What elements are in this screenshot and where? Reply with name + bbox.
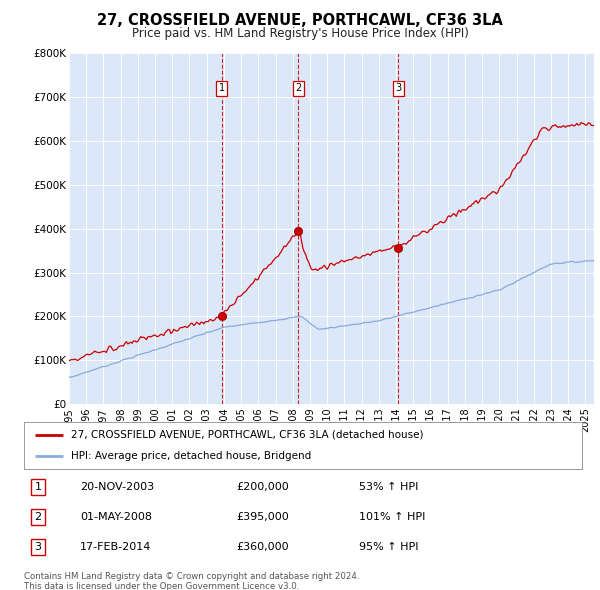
Text: 27, CROSSFIELD AVENUE, PORTHCAWL, CF36 3LA (detached house): 27, CROSSFIELD AVENUE, PORTHCAWL, CF36 3… [71,430,424,440]
Text: 17-FEB-2014: 17-FEB-2014 [80,542,151,552]
Text: HPI: Average price, detached house, Bridgend: HPI: Average price, detached house, Brid… [71,451,311,461]
Text: 01-MAY-2008: 01-MAY-2008 [80,512,152,522]
Text: £200,000: £200,000 [236,482,289,492]
Text: Contains HM Land Registry data © Crown copyright and database right 2024.: Contains HM Land Registry data © Crown c… [24,572,359,581]
Text: 2: 2 [295,83,302,93]
Text: 1: 1 [219,83,225,93]
Text: This data is licensed under the Open Government Licence v3.0.: This data is licensed under the Open Gov… [24,582,299,590]
Text: 27, CROSSFIELD AVENUE, PORTHCAWL, CF36 3LA: 27, CROSSFIELD AVENUE, PORTHCAWL, CF36 3… [97,13,503,28]
Text: 101% ↑ HPI: 101% ↑ HPI [359,512,425,522]
Text: 53% ↑ HPI: 53% ↑ HPI [359,482,418,492]
Text: 2: 2 [34,512,41,522]
Text: 20-NOV-2003: 20-NOV-2003 [80,482,154,492]
Text: Price paid vs. HM Land Registry's House Price Index (HPI): Price paid vs. HM Land Registry's House … [131,27,469,40]
Text: £360,000: £360,000 [236,542,289,552]
Text: 3: 3 [34,542,41,552]
Text: 1: 1 [34,482,41,492]
Text: 95% ↑ HPI: 95% ↑ HPI [359,542,418,552]
Text: £395,000: £395,000 [236,512,289,522]
Text: 3: 3 [395,83,401,93]
